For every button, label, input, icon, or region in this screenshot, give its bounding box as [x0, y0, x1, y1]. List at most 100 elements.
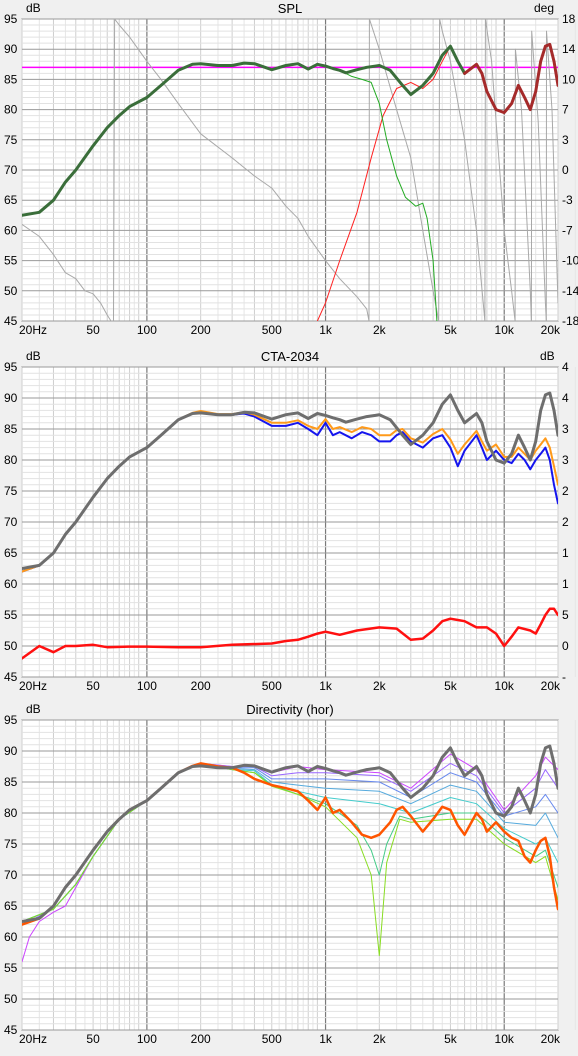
- x-tick-label: 20k: [541, 1032, 561, 1046]
- series-line: [22, 607, 558, 660]
- y-tick-label: 45: [4, 1023, 18, 1037]
- x-tick-label: 2k: [373, 323, 387, 337]
- x-tick-label: 500: [262, 1032, 282, 1046]
- y-tick-label: 60: [4, 223, 18, 237]
- y-tick-label: 95: [4, 12, 18, 26]
- chart-title: Directivity (hor): [246, 702, 333, 717]
- y-tick-label: 75: [4, 484, 18, 498]
- y-tick-label: 80: [4, 453, 18, 467]
- y-tick-label: 90: [4, 744, 18, 758]
- x-tick-label: 1k: [319, 323, 333, 337]
- y-tick-label: 70: [4, 868, 18, 882]
- x-tick-label: 5k: [444, 1032, 458, 1046]
- x-tick-label: 2k: [373, 679, 387, 693]
- x-tick-label: 500: [262, 323, 282, 337]
- right-tick-label: 4: [562, 391, 569, 405]
- right-tick-label: 2: [562, 515, 569, 529]
- series-line: [368, 19, 440, 321]
- series-line: [463, 42, 558, 115]
- y-tick-label: 90: [4, 391, 18, 405]
- x-tick-label: 5k: [444, 323, 458, 337]
- series-line: [22, 391, 558, 570]
- y-tick-label: 65: [4, 899, 18, 913]
- series-line: [545, 30, 558, 321]
- right-axis-label: deg: [534, 1, 554, 15]
- right-tick-label: 0: [562, 639, 569, 653]
- series-line: [514, 48, 532, 321]
- y-axis-label: dB: [26, 349, 41, 363]
- right-tick-label: 3: [562, 133, 569, 147]
- y-axis-label: dB: [26, 702, 41, 716]
- x-tick-label: 500: [262, 679, 282, 693]
- x-tick-label: 5k: [444, 679, 458, 693]
- x-tick-label: 50: [86, 323, 100, 337]
- right-tick-label: -14: [562, 284, 578, 298]
- y-tick-label: 70: [4, 163, 18, 177]
- spl-chart-panel: SPL dB deg 95 90 85 80 75 70 65 60 55 50 45 18 14 10 7 3 0 -…: [0, 0, 578, 345]
- series-group: [22, 391, 558, 660]
- y-tick-label: 75: [4, 133, 18, 147]
- x-tick-label: 2k: [373, 1032, 387, 1046]
- y-tick-label: 50: [4, 284, 18, 298]
- right-tick-label: 3: [562, 422, 569, 436]
- y-tick-label: 55: [4, 254, 18, 268]
- series-line: [484, 19, 516, 321]
- x-tick-label: 10k: [495, 679, 515, 693]
- y-tick-label: 55: [4, 961, 18, 975]
- x-tick-label: 20Hz: [19, 323, 47, 337]
- right-tick-label: -: [562, 670, 566, 684]
- y-tick-label: 65: [4, 546, 18, 560]
- right-tick-label: -7: [562, 223, 573, 237]
- right-axis-label: dB: [540, 349, 555, 363]
- x-tick-label: 20Hz: [19, 1032, 47, 1046]
- y-tick-label: 80: [4, 806, 18, 820]
- x-tick-label: 10k: [495, 1032, 515, 1046]
- right-tick-label: 18: [562, 12, 576, 26]
- y-tick-label: 90: [4, 42, 18, 56]
- series-line: [22, 44, 467, 217]
- y-tick-label: 60: [4, 930, 18, 944]
- x-tick-label: 50: [86, 1032, 100, 1046]
- series-line: [530, 30, 547, 321]
- y-tick-label: 95: [4, 713, 18, 727]
- right-tick-label: 0: [562, 163, 569, 177]
- x-tick-label: 50: [86, 679, 100, 693]
- series-line: [113, 19, 370, 321]
- right-tick-label: -3: [562, 193, 573, 207]
- x-tick-label: 10k: [495, 323, 515, 337]
- series-group: [22, 19, 558, 321]
- x-tick-label: 100: [137, 1032, 157, 1046]
- x-tick-label: 200: [191, 323, 211, 337]
- right-tick-label: 1: [562, 546, 569, 560]
- right-tick-label: 1: [562, 577, 569, 591]
- y-tick-label: 75: [4, 837, 18, 851]
- cta2034-chart-panel: CTA-2034 dB dB 95 90 85 80 75 70 65 60 55 50 45 4 4 3 3 2 2…: [0, 348, 578, 698]
- y-tick-label: 45: [4, 670, 18, 684]
- right-tick-label: 2: [562, 484, 569, 498]
- spl-chart: SPL dB deg 95 90 85 80 75 70 65 60 55 50 45 18 14 10 7 3 0 -…: [4, 1, 578, 337]
- y-tick-label: 55: [4, 608, 18, 622]
- y-tick-label: 70: [4, 515, 18, 529]
- x-tick-label: 1k: [319, 1032, 333, 1046]
- x-tick-label: 20k: [541, 679, 561, 693]
- y-tick-label: 65: [4, 193, 18, 207]
- y-tick-label: 95: [4, 360, 18, 374]
- y-tick-label: 50: [4, 992, 18, 1006]
- x-tick-label: 1k: [319, 679, 333, 693]
- y-tick-label: 85: [4, 775, 18, 789]
- series-line: [22, 223, 112, 321]
- right-tick-label: 5: [562, 608, 569, 622]
- y-tick-label: 60: [4, 577, 18, 591]
- right-tick-label: 14: [562, 42, 576, 56]
- right-tick-label: 3: [562, 453, 569, 467]
- series-line: [438, 19, 486, 321]
- chart-title: CTA-2034: [261, 349, 319, 364]
- x-tick-label: 100: [137, 323, 157, 337]
- right-tick-label: 10: [562, 72, 576, 86]
- x-tick-label: 200: [191, 679, 211, 693]
- x-tick-label: 20Hz: [19, 679, 47, 693]
- y-tick-label: 45: [4, 314, 18, 328]
- series-line: [22, 744, 558, 923]
- chart-title: SPL: [278, 1, 303, 16]
